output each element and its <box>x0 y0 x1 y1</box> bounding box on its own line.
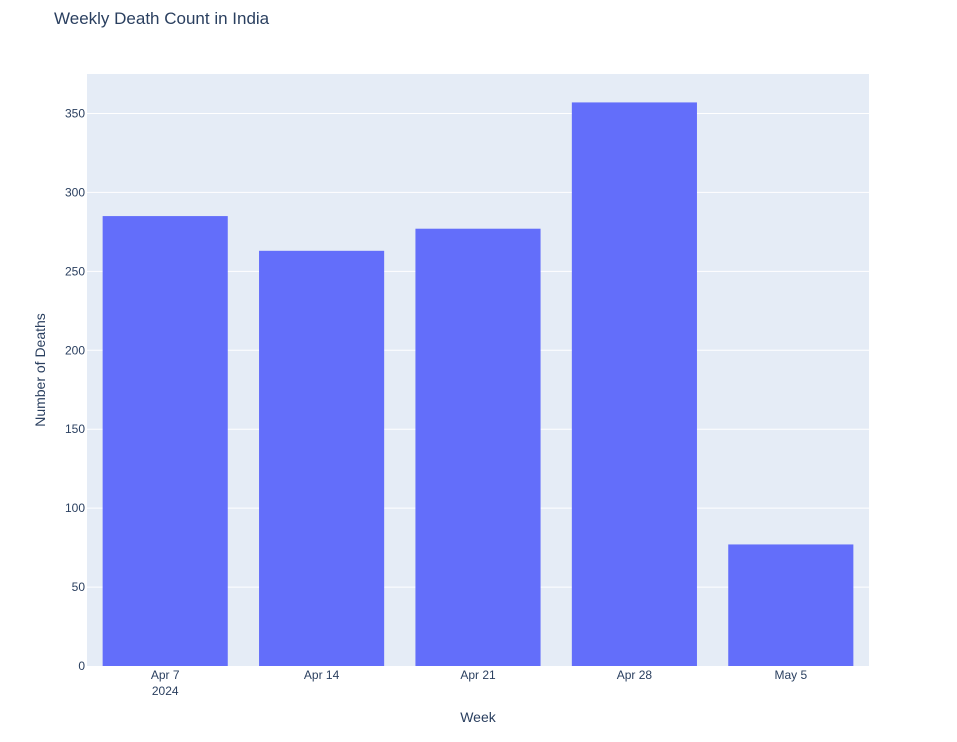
bar-apr-14[interactable] <box>259 250 385 666</box>
x-tick-label: May 5 <box>774 668 807 682</box>
bar-apr-7[interactable] <box>102 216 228 666</box>
x-axis-title: Week <box>460 709 497 725</box>
chart-title: Weekly Death Count in India <box>54 9 270 28</box>
x-axis-ticks: Apr 7 Apr 14 Apr 21 Apr 28 May 5 <box>151 668 808 682</box>
y-tick-label: 200 <box>65 343 85 357</box>
bar-apr-28[interactable] <box>571 102 697 666</box>
y-tick-label: 250 <box>65 264 85 278</box>
y-axis-ticks: 0 50 100 150 200 250 300 350 <box>65 106 85 673</box>
y-tick-label: 150 <box>65 422 85 436</box>
y-axis-title: Number of Deaths <box>32 313 48 427</box>
x-tick-label: Apr 14 <box>304 668 340 682</box>
y-tick-label: 50 <box>72 580 86 594</box>
y-tick-label: 300 <box>65 185 85 199</box>
bar-series <box>102 102 854 666</box>
bar-may-5[interactable] <box>728 544 854 666</box>
x-axis-year-label: 2024 <box>152 684 179 698</box>
y-tick-label: 0 <box>78 659 85 673</box>
y-tick-label: 350 <box>65 106 85 120</box>
y-tick-label: 100 <box>65 501 85 515</box>
x-tick-label: Apr 28 <box>617 668 653 682</box>
bar-apr-21[interactable] <box>415 228 541 666</box>
x-tick-label: Apr 21 <box>460 668 496 682</box>
x-tick-label: Apr 7 <box>151 668 180 682</box>
